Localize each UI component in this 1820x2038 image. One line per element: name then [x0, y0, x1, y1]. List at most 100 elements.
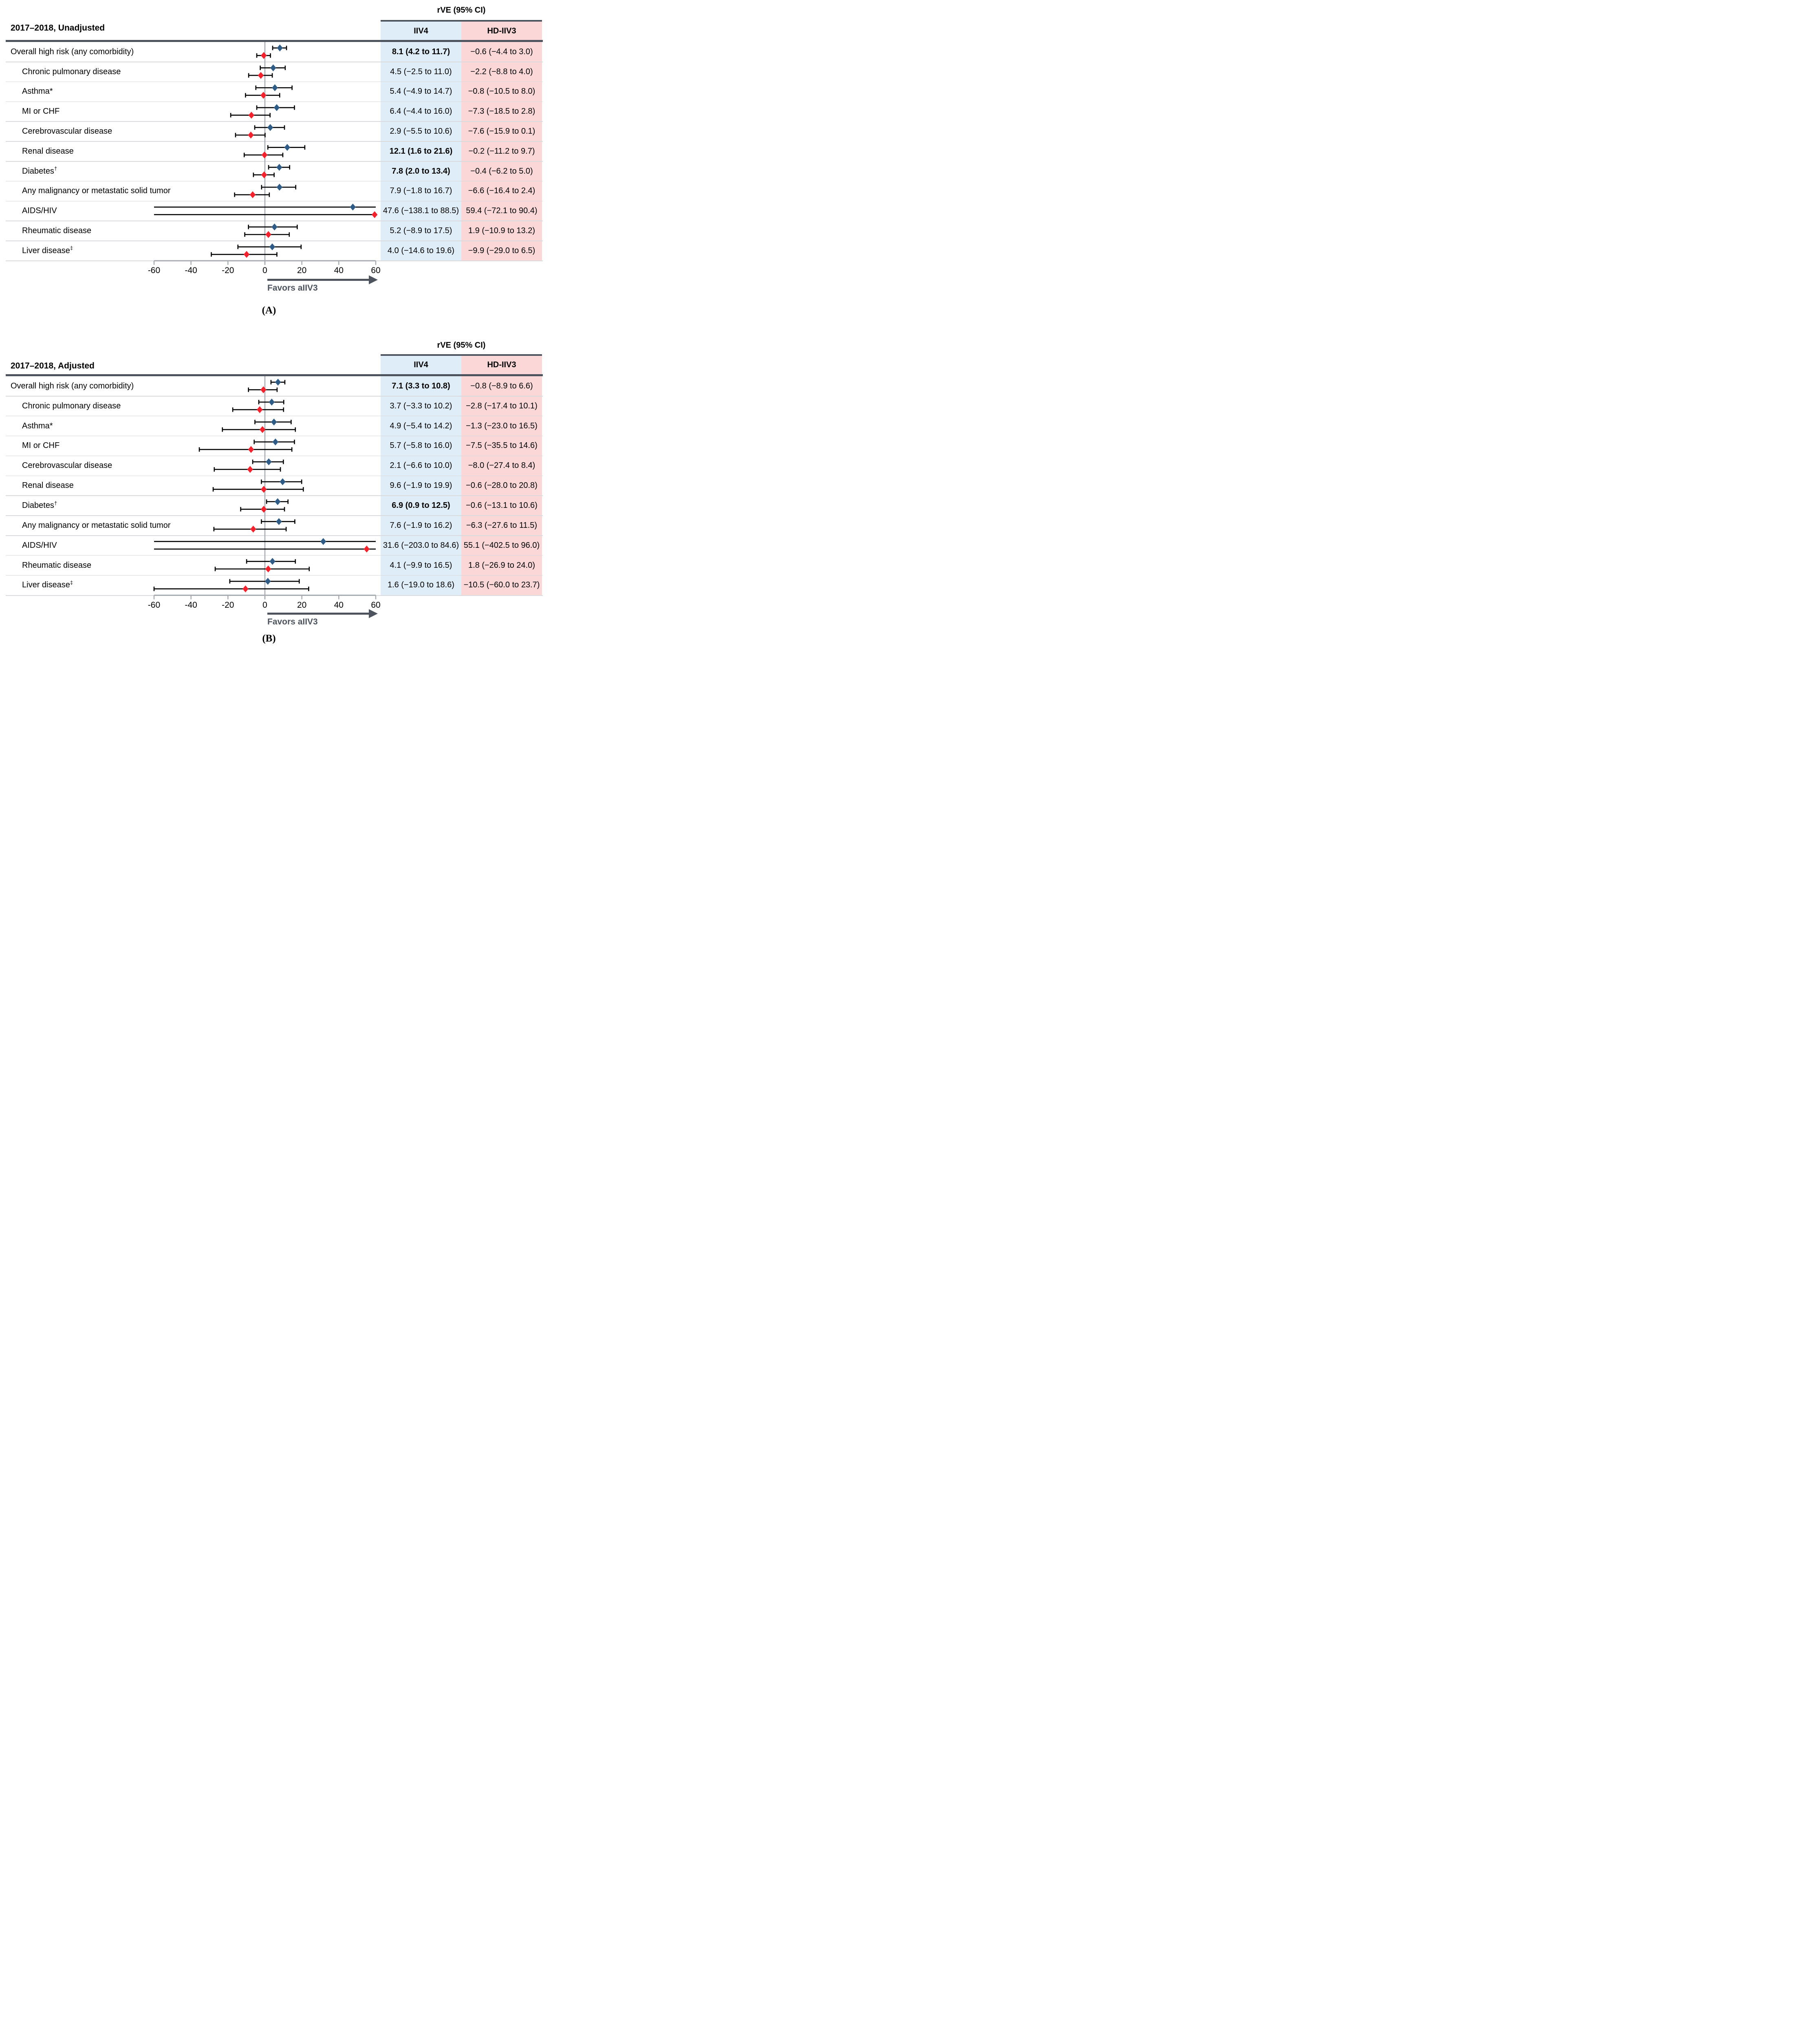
row-label: Cerebrovascular disease	[22, 127, 112, 136]
diamond-iiv4	[277, 44, 283, 52]
axis-tick-label: 60	[371, 266, 381, 275]
iiv4-value-cell: 7.8 (2.0 to 13.4)	[392, 166, 450, 176]
diamond-hd_iiv3	[247, 466, 253, 473]
row-label: Renal disease	[22, 146, 74, 156]
axis-tick-label: 20	[297, 266, 307, 275]
row-separator	[6, 396, 543, 397]
axis-tick-label: 40	[334, 600, 344, 610]
hd-iiv3-value-cell: −6.3 (−27.6 to 11.5)	[466, 521, 538, 530]
iiv4-value-cell: 31.6 (−203.0 to 84.6)	[383, 540, 459, 550]
diamond-iiv4	[275, 498, 281, 505]
favors-arrow-head	[369, 275, 378, 285]
diamond-hd_iiv3	[372, 211, 378, 218]
hd-iiv3-value-cell: −6.6 (−16.4 to 2.4)	[468, 186, 535, 196]
diamond-hd_iiv3	[248, 112, 255, 119]
diamond-iiv4	[269, 399, 275, 406]
iiv4-value-cell: 5.7 (−5.8 to 16.0)	[390, 441, 452, 450]
hd-iiv3-value-cell: −7.6 (−15.9 to 0.1)	[468, 127, 535, 136]
diamond-iiv4	[272, 84, 278, 91]
favors-label-b: Favors aIIV3	[267, 617, 318, 626]
diamond-iiv4	[320, 538, 326, 545]
iiv4-value-cell: 9.6 (−1.9 to 19.9)	[390, 481, 452, 490]
diamond-hd_iiv3	[265, 231, 271, 238]
row-label: Liver disease ‡	[22, 245, 73, 255]
hd-iiv3-value-cell: −2.8 (−17.4 to 10.1)	[466, 401, 538, 410]
axis-tick-label: 40	[334, 266, 344, 275]
rve-ci-header-a: rVE (95% CI)	[437, 6, 486, 15]
iiv4-value-cell: 7.9 (−1.8 to 16.7)	[390, 186, 452, 196]
iiv4-value-cell: 1.6 (−19.0 to 18.6)	[387, 580, 454, 590]
hd-iiv3-value-cell: −2.2 (−8.8 to 4.0)	[470, 67, 533, 76]
iiv4-value-cell: 8.1 (4.2 to 11.7)	[392, 47, 450, 56]
row-label: Overall high risk (any comorbidity)	[11, 381, 134, 390]
hd-iiv3-value-cell: −10.5 (−60.0 to 23.7)	[463, 580, 540, 590]
diamond-iiv4	[272, 438, 279, 446]
hd-iiv3-value-cell: 1.8 (−26.9 to 24.0)	[468, 560, 535, 570]
hd-iiv3-value-cell: 59.4 (−72.1 to 90.4)	[466, 206, 538, 216]
row-label: Overall high risk (any comorbidity)	[11, 47, 134, 56]
iiv4-value-cell: 6.9 (0.9 to 12.5)	[392, 501, 450, 510]
column-header-iiv4-a: IIV4	[414, 26, 428, 35]
diamond-iiv4	[265, 578, 271, 585]
diamond-iiv4	[269, 243, 275, 251]
diamond-iiv4	[270, 64, 276, 71]
diamond-iiv4	[269, 558, 275, 565]
axis-tick-label: 60	[371, 600, 381, 610]
panel-title-a: 2017–2018, Unadjusted	[11, 23, 105, 33]
diamond-iiv4	[275, 379, 281, 386]
plot-marks-layer	[153, 42, 378, 618]
diamond-iiv4	[280, 478, 286, 485]
hd-iiv3-value-cell: −8.0 (−27.4 to 8.4)	[468, 461, 535, 470]
column-header-hd-iiv3-b: HD-IIV3	[487, 360, 516, 369]
diamond-iiv4	[267, 124, 273, 131]
hd-iiv3-value-cell: 1.9 (−10.9 to 13.2)	[468, 226, 535, 236]
column-header-iiv4-b: IIV4	[414, 360, 428, 369]
iiv4-value-cell: 2.1 (−6.6 to 10.0)	[390, 461, 452, 470]
row-label: Liver disease ‡	[22, 579, 73, 590]
favors-label-a: Favors aIIV3	[267, 283, 318, 293]
diamond-iiv4	[271, 418, 277, 426]
favors-arrow-head	[369, 609, 378, 618]
diamond-hd_iiv3	[261, 505, 267, 513]
panel-tag-b: (B)	[262, 633, 276, 644]
diamond-hd_iiv3	[364, 545, 370, 553]
row-separator	[6, 555, 543, 556]
row-label: Any malignancy or metastatic solid tumor	[22, 521, 171, 530]
diamond-hd_iiv3	[265, 565, 271, 573]
axis-tick-label: -60	[148, 600, 161, 610]
iiv4-value-cell: 4.9 (−5.4 to 14.2)	[390, 421, 452, 430]
row-separator	[6, 495, 543, 496]
diamond-hd_iiv3	[261, 52, 267, 59]
row-label: AIDS/HIV	[22, 206, 57, 216]
hd-iiv3-value-cell: −0.8 (−10.5 to 8.0)	[468, 87, 535, 96]
diamond-iiv4	[276, 163, 282, 171]
axis-tick-label: -40	[185, 266, 197, 275]
row-label: Any malignancy or metastatic solid tumor	[22, 186, 171, 196]
diamond-iiv4	[273, 104, 280, 111]
row-separator	[6, 121, 543, 122]
forest-plot-figure: rVE (95% CI) IIV4 HD-IIV3 2017–2018, Una…	[0, 0, 546, 649]
header-rule-b	[6, 374, 543, 376]
iiv4-value-cell: 5.2 (−8.9 to 17.5)	[390, 226, 452, 236]
row-separator	[6, 141, 543, 142]
row-label: Cerebrovascular disease	[22, 461, 112, 470]
iiv4-value-cell: 7.1 (3.3 to 10.8)	[392, 381, 450, 390]
hd-iiv3-value-cell: −0.6 (−13.1 to 10.6)	[466, 501, 538, 510]
diamond-iiv4	[271, 223, 278, 231]
diamond-hd_iiv3	[248, 131, 254, 139]
axis-tick-label: -20	[222, 600, 234, 610]
iiv4-value-cell: 6.4 (−4.4 to 16.0)	[390, 107, 452, 116]
row-label: Chronic pulmonary disease	[22, 401, 121, 410]
row-separator	[6, 435, 543, 437]
diamond-iiv4	[284, 144, 291, 151]
iiv4-value-cell: 47.6 (−138.1 to 88.5)	[383, 206, 459, 216]
iiv4-value-cell: 2.9 (−5.5 to 10.6)	[390, 127, 452, 136]
iiv4-value-cell: 3.7 (−3.3 to 10.2)	[390, 401, 452, 410]
row-separator	[6, 515, 543, 516]
hd-iiv3-value-cell: −1.3 (−23.0 to 16.5)	[466, 421, 538, 430]
hd-iiv3-value-cell: −9.9 (−29.0 to 6.5)	[468, 246, 535, 255]
row-separator	[6, 101, 543, 102]
row-label: MI or CHF	[22, 107, 60, 116]
diamond-hd_iiv3	[260, 92, 267, 99]
row-separator	[6, 415, 543, 417]
